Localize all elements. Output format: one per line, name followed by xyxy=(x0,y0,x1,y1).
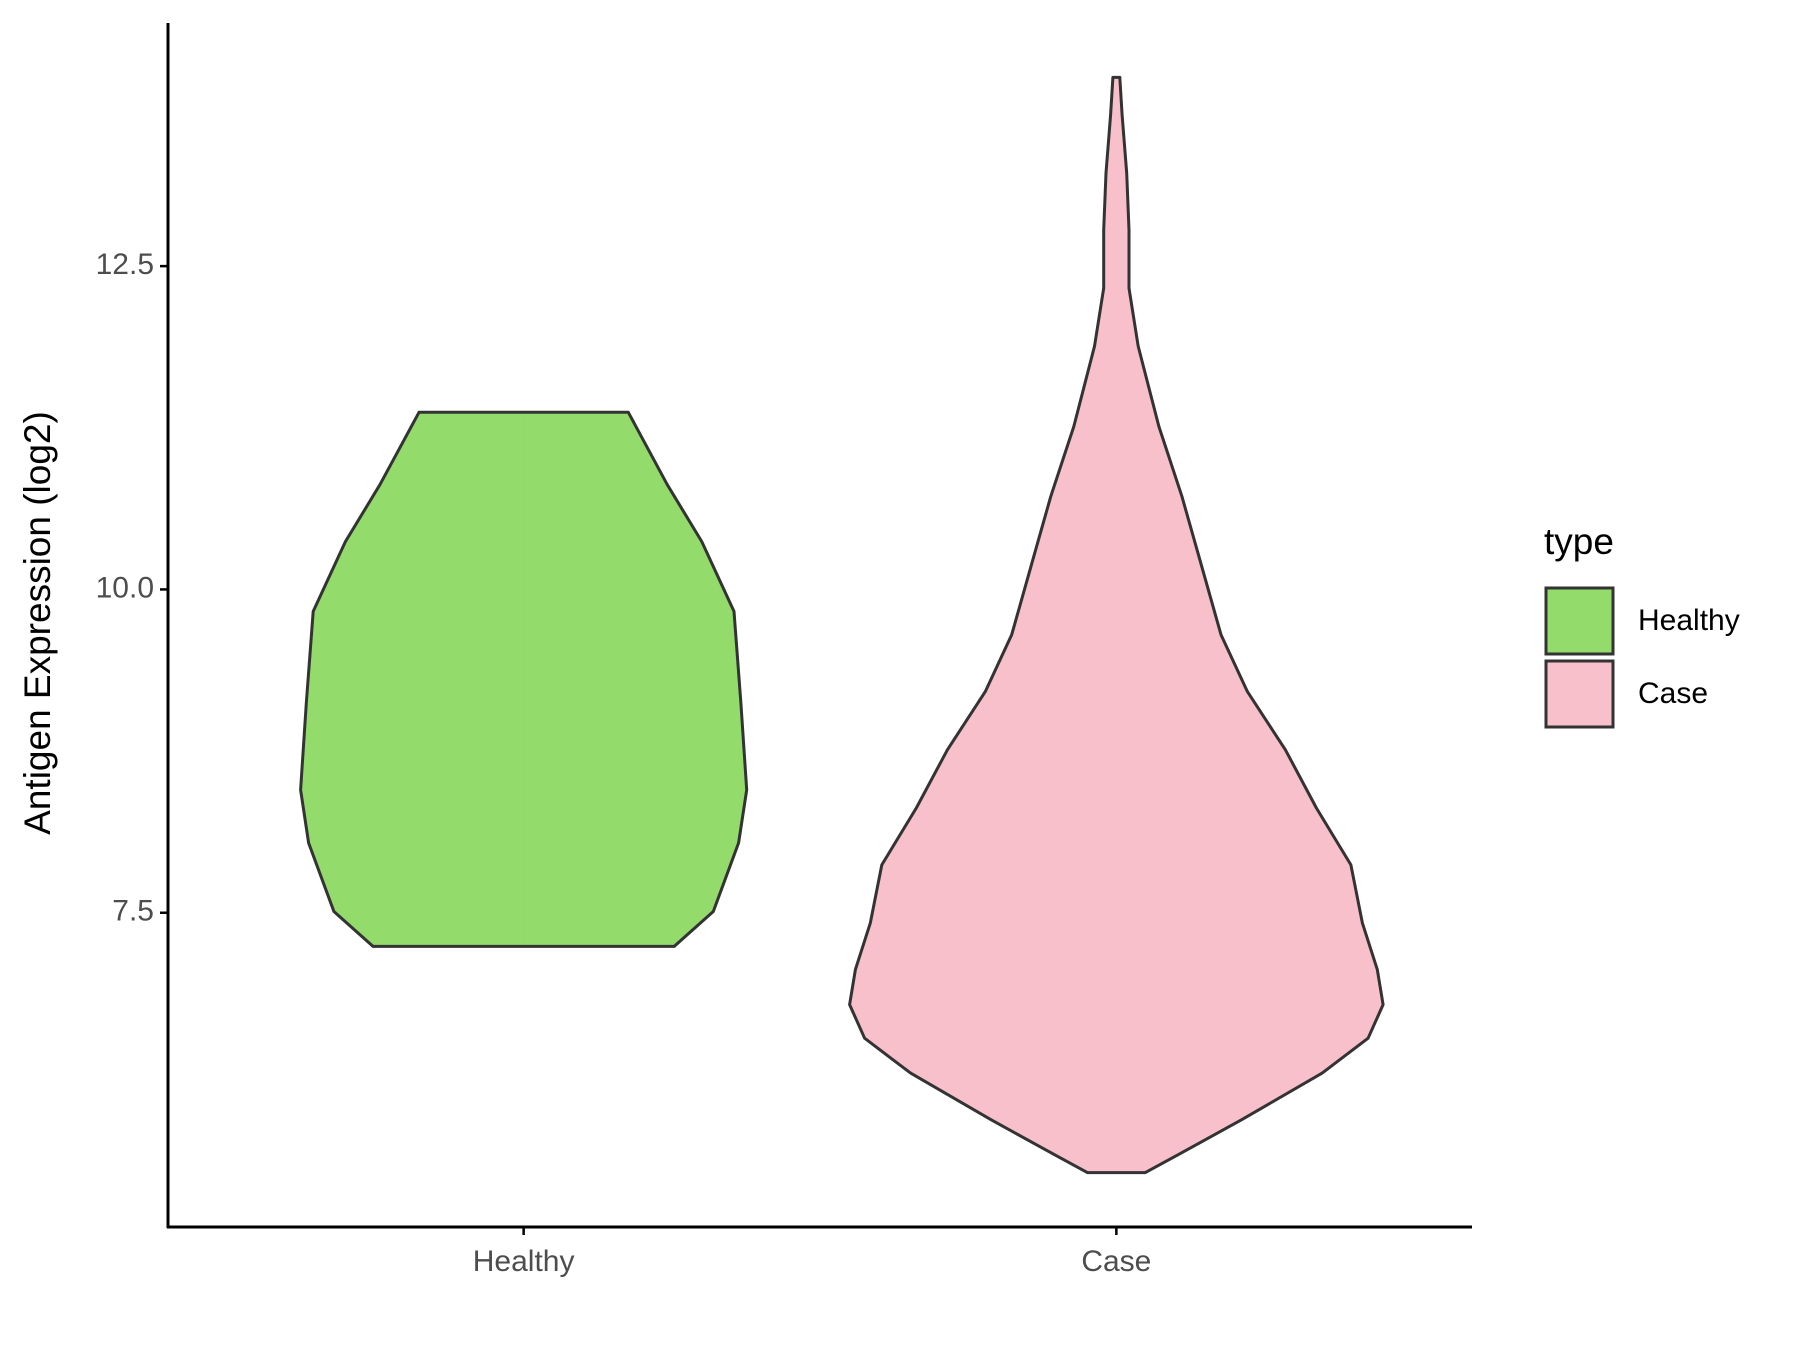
y-axis-title: Antigen Expression (log2) xyxy=(17,411,58,835)
violin-outline xyxy=(1118,77,1385,1175)
legend-key xyxy=(1544,586,1615,656)
legend-title: type xyxy=(1544,521,1614,562)
legend-label: Case xyxy=(1638,677,1708,710)
y-tick-label: 10.0 xyxy=(96,571,154,604)
violin-outline xyxy=(299,411,421,948)
violin-outline xyxy=(626,411,749,948)
y-tick-label: 12.5 xyxy=(96,248,154,281)
legend-key xyxy=(1544,659,1615,729)
x-tick-label: Healthy xyxy=(473,1245,575,1278)
violin-outline xyxy=(848,77,1115,1175)
x-tick-label: Case xyxy=(1081,1245,1151,1278)
legend-label: Healthy xyxy=(1638,604,1740,637)
y-tick-label: 7.5 xyxy=(112,895,154,928)
